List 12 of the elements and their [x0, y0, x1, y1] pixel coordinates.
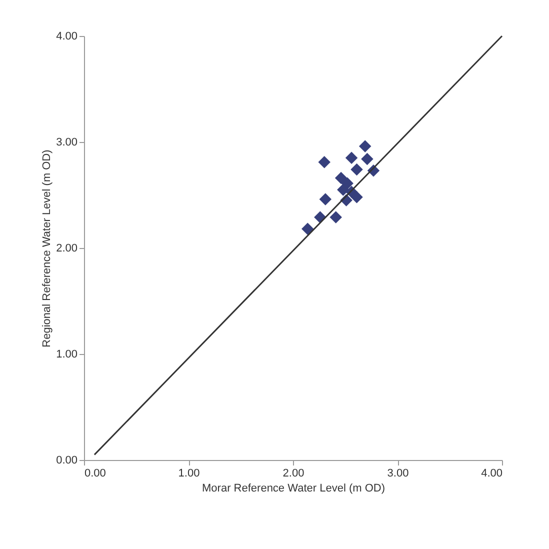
x-tick-label: 3.00	[387, 468, 409, 480]
x-tick-label: 0.00	[84, 468, 106, 480]
x-tick-label: 4.00	[481, 468, 502, 480]
y-tick-label: 3.00	[56, 136, 78, 148]
x-tick-label: 1.00	[178, 468, 200, 480]
y-tick-label: 1.00	[56, 348, 78, 360]
y-tick-label: 0.00	[56, 454, 78, 466]
x-tick-label: 2.00	[282, 468, 304, 480]
x-axis-title: Morar Reference Water Level (m OD)	[202, 482, 385, 494]
y-axis-title: Regional Reference Water Level (m OD)	[41, 150, 54, 348]
y-tick-label: 2.00	[56, 242, 78, 254]
y-tick-label: 4.00	[56, 30, 78, 42]
